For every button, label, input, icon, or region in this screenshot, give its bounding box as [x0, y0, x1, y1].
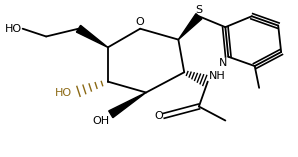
Text: NH: NH	[209, 71, 226, 81]
Polygon shape	[76, 25, 108, 47]
Text: O: O	[154, 111, 163, 121]
Polygon shape	[109, 92, 146, 118]
Polygon shape	[178, 14, 202, 40]
Text: HO: HO	[55, 88, 72, 98]
Text: N: N	[219, 58, 227, 68]
Text: OH: OH	[93, 116, 110, 126]
Text: O: O	[136, 17, 145, 27]
Text: S: S	[195, 5, 202, 15]
Text: HO: HO	[4, 24, 22, 34]
